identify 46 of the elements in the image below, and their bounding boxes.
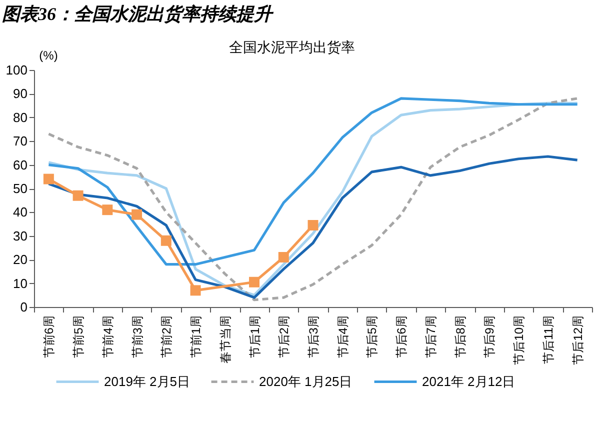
x-tick-label: 节后7周 [424,316,438,358]
y-tick-label: 70 [13,134,28,149]
legend-label: 2020年 1月25日 [259,374,352,389]
x-tick-label: 节后2周 [277,316,292,358]
x-tick-label: 节后12周 [570,316,585,365]
legend-label: 2021年 2月12日 [422,374,516,389]
point [132,209,142,220]
y-tick-label: 100 [6,62,28,78]
x-tick-label: 节后10周 [512,316,526,365]
x-tick-label: 节前2周 [160,316,174,358]
x-tick-label: 节后9周 [482,316,497,358]
line-series [47,97,579,266]
y-axis-title: (%) [39,48,58,62]
chart-subtitle: 全国水泥平均出货率 [229,40,355,56]
y-tick-label: 40 [13,204,28,220]
x-tick-label: 节前6周 [42,316,56,358]
legend-label: 2019年 2月5日 [104,374,190,389]
y-tick-label: 90 [13,86,28,102]
y-tick-label: 60 [13,157,28,172]
x-tick-label: 节前5周 [72,316,86,358]
x-tick-label: 节后4周 [336,316,350,358]
y-tick-label: 20 [13,252,28,268]
x-tick-label: 节后11周 [541,316,556,364]
x-tick-label: 节后6周 [394,316,409,358]
y-tick-label: 50 [13,181,28,196]
x-tick-label: 节后8周 [453,316,468,358]
point [43,174,54,184]
x-tick-label: 节前3周 [130,316,144,358]
x-tick-label: 节后3周 [306,316,320,358]
y-tick-label: 0 [20,300,28,314]
point [72,190,84,201]
chart-title: 图表36：全国水泥出货率持续提升 [2,4,274,24]
x-tick-label: 节后1周 [248,316,262,358]
point [278,252,289,262]
point [102,204,113,216]
y-tick-label: 30 [13,228,28,244]
point [160,235,172,246]
point [190,285,201,296]
x-tick-label: 节前4周 [100,316,115,358]
y-tick-label: 80 [13,110,28,125]
point [308,220,318,230]
y-tick-label: 10 [13,276,28,291]
x-tick-label: 节后5周 [365,316,380,358]
point [249,276,260,288]
x-tick-label: 春节当周 [218,316,232,364]
x-tick-label: 节前1周 [189,316,204,358]
